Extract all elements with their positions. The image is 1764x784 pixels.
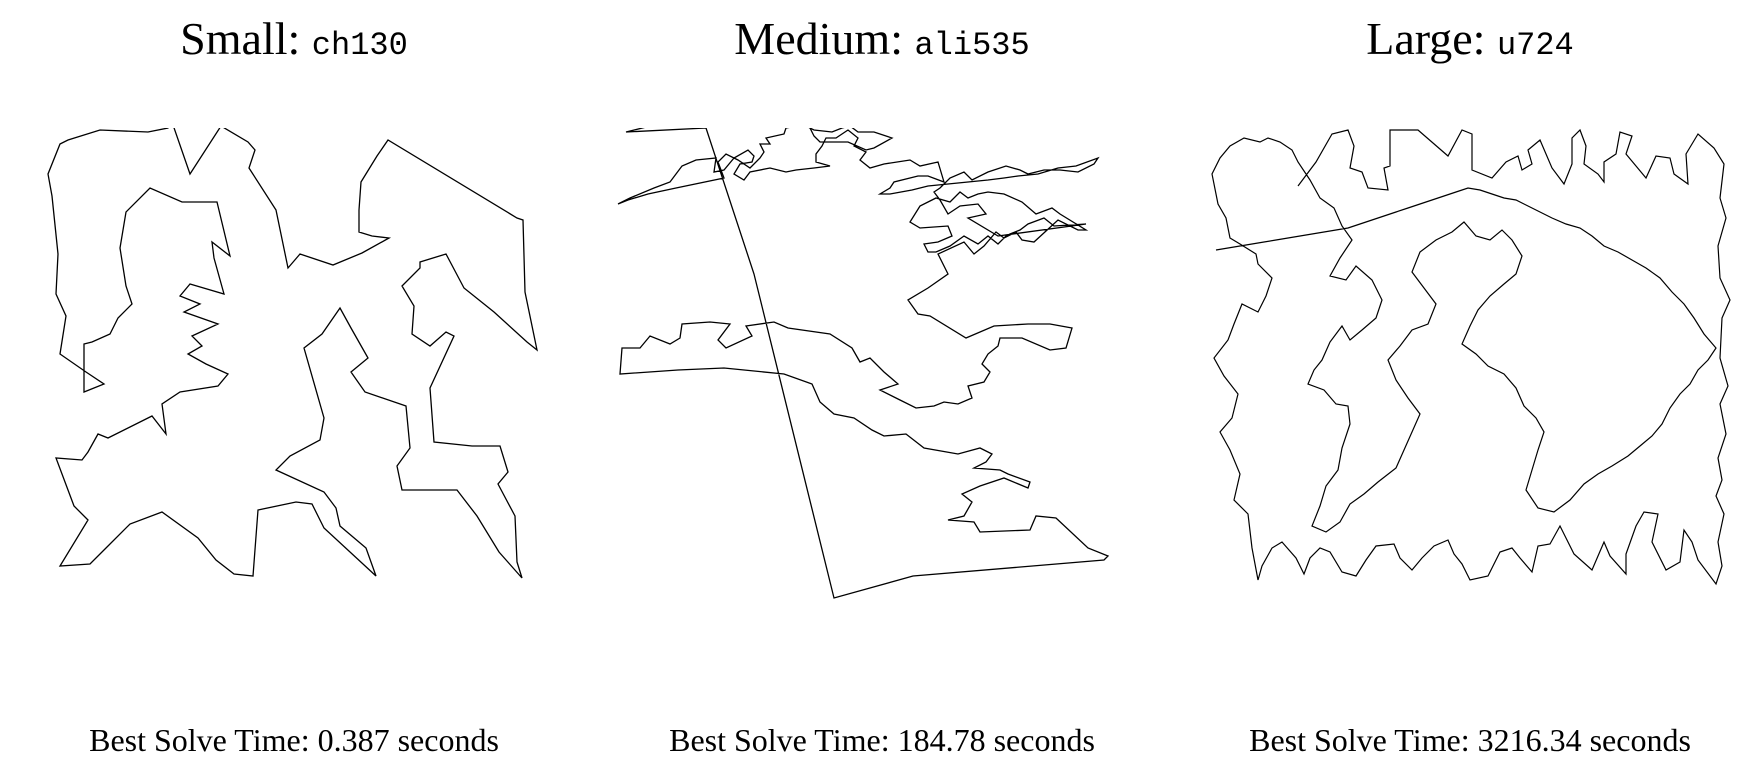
tour-svg [617, 128, 1110, 599]
solve-time-caption: Best Solve Time: 184.78 seconds [669, 722, 1095, 758]
size-label: Large [1366, 13, 1473, 64]
title-separator: : [287, 13, 301, 64]
tour-diagram-large [1176, 128, 1764, 684]
panel-title: Medium: ali535 [588, 12, 1176, 65]
size-label: Medium [734, 13, 891, 64]
tour-diagram-small [0, 128, 588, 684]
panel-medium: Medium: ali535 Best Solve Time: 184.78 s… [588, 0, 1176, 784]
size-label: Small [180, 13, 288, 64]
instance-name: u724 [1496, 27, 1574, 64]
tour-path [1211, 128, 1731, 586]
title-separator: : [890, 13, 903, 64]
solve-time-caption: Best Solve Time: 0.387 seconds [89, 722, 499, 758]
instance-name: ch130 [311, 27, 408, 64]
panel-small: Small: ch130 Best Solve Time: 0.387 seco… [0, 0, 588, 784]
panel-title: Large: u724 [1176, 12, 1764, 65]
tour-svg [1211, 128, 1731, 586]
tour-svg [47, 128, 539, 579]
panel-large: Large: u724 Best Solve Time: 3216.34 sec… [1176, 0, 1764, 784]
tour-diagram-medium [588, 128, 1176, 684]
tour-path [617, 128, 1110, 599]
tour-path [47, 128, 539, 579]
solve-time-caption: Best Solve Time: 3216.34 seconds [1249, 722, 1691, 758]
instance-name: ali535 [914, 27, 1030, 64]
title-separator: : [1472, 13, 1486, 64]
panel-title: Small: ch130 [0, 12, 588, 65]
